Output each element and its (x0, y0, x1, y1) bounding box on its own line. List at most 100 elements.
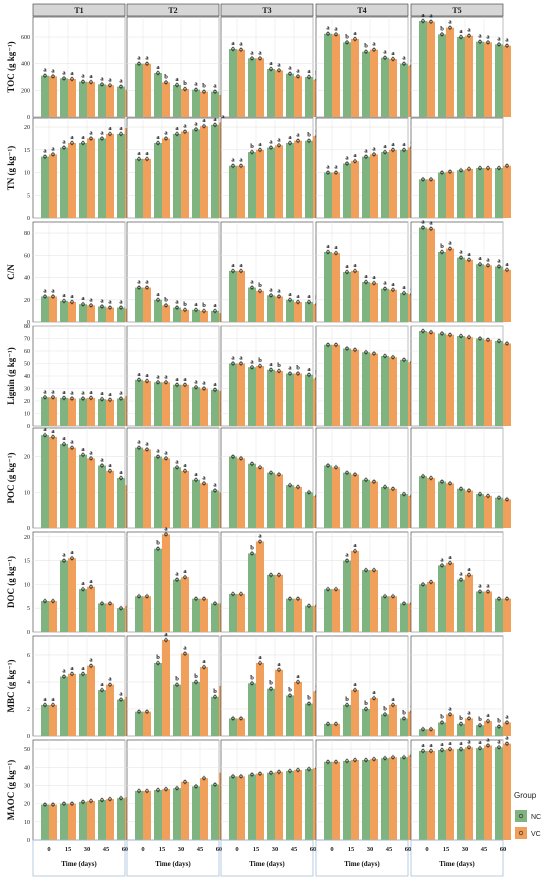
bar-nc (305, 492, 313, 528)
significance-label: a (119, 390, 123, 397)
y-tick-label: 10 (24, 171, 30, 177)
y-tick-label: 20 (24, 802, 30, 808)
data-point (51, 802, 55, 807)
data-point (505, 43, 509, 48)
data-point (164, 532, 168, 537)
bar-vc (200, 91, 208, 117)
facet-strip (126, 3, 220, 17)
significance-label: b (497, 718, 501, 725)
y-tick-label: 20 (24, 399, 30, 405)
data-point (43, 154, 47, 159)
significance-label: a (478, 739, 482, 746)
data-point (486, 338, 490, 342)
data-point (213, 601, 217, 606)
bar-vc (465, 168, 473, 218)
data-point (288, 596, 292, 601)
bar-nc (79, 304, 87, 322)
data-point (353, 688, 357, 692)
y-axis-label: C/N (6, 264, 16, 280)
data-point (145, 594, 149, 598)
significance-label: a (334, 25, 338, 32)
bar-vc (106, 133, 114, 218)
significance-label: a (505, 713, 509, 720)
data-point (194, 478, 198, 482)
significance-label: a (505, 735, 509, 742)
bar-vc (389, 59, 397, 117)
data-point (307, 300, 311, 304)
data-point (231, 361, 235, 366)
data-point (137, 594, 141, 598)
bar-nc (438, 565, 446, 632)
y-tick-label: 0 (27, 838, 30, 844)
bar-vc (87, 397, 95, 426)
bar-nc (419, 476, 427, 528)
bar-nc (267, 69, 275, 117)
data-point (497, 724, 501, 729)
data-point (70, 77, 74, 81)
data-point (326, 463, 330, 468)
significance-label: a (81, 73, 85, 80)
data-point (119, 396, 123, 401)
significance-label: a (383, 280, 387, 287)
bar-nc (343, 704, 351, 736)
data-point (429, 476, 433, 480)
bar-nc (211, 696, 219, 736)
data-point (269, 771, 273, 775)
significance-label: a (89, 296, 93, 303)
data-point (81, 453, 85, 457)
significance-label: b (345, 696, 349, 703)
significance-label: a (51, 696, 55, 703)
data-point (467, 258, 471, 262)
bar-vc (332, 253, 340, 322)
bar-nc (229, 593, 237, 632)
significance-label: a (269, 286, 273, 293)
bar-nc (476, 591, 484, 632)
legend-title: Group (514, 791, 537, 800)
significance-label: a (486, 712, 490, 719)
bar-nc (173, 579, 181, 632)
significance-label: b (364, 700, 368, 707)
data-point (486, 263, 490, 268)
bar-nc (41, 435, 49, 528)
data-point (364, 280, 368, 284)
data-point (258, 661, 262, 665)
bar-vc (49, 436, 57, 528)
bar-nc (362, 282, 370, 322)
bar-nc (305, 77, 313, 117)
bar-vc (351, 690, 359, 736)
data-point (372, 479, 376, 484)
significance-label: a (194, 471, 198, 478)
significance-label: a (372, 41, 376, 48)
data-point (164, 380, 168, 384)
significance-label: a (448, 705, 452, 712)
data-point (296, 371, 300, 376)
bar-nc (229, 363, 237, 426)
data-point (70, 445, 74, 450)
bar-nc (305, 703, 313, 736)
bar-vc (162, 789, 170, 840)
significance-label: a (459, 249, 463, 256)
bar-vc (370, 570, 378, 632)
y-tick-label: 10 (24, 412, 30, 418)
significance-label: a (81, 390, 85, 397)
bar-vc (484, 745, 492, 840)
y-tick-label: 80 (24, 231, 30, 237)
significance-label: a (194, 81, 198, 88)
significance-label: a (175, 571, 179, 578)
bar-nc (211, 490, 219, 528)
data-point (345, 161, 349, 166)
data-point (391, 355, 395, 359)
data-point (156, 546, 160, 551)
data-point (277, 294, 281, 299)
significance-label: a (108, 462, 112, 469)
bar-nc (98, 800, 106, 840)
significance-label: b (250, 674, 254, 681)
bar-vc (351, 760, 359, 840)
bar-nc (476, 264, 484, 322)
significance-label: b (402, 709, 406, 716)
data-point (478, 492, 482, 496)
data-point (459, 747, 463, 751)
bar-vc (446, 171, 454, 218)
significance-label: a (145, 150, 149, 157)
bar-nc (60, 444, 68, 528)
